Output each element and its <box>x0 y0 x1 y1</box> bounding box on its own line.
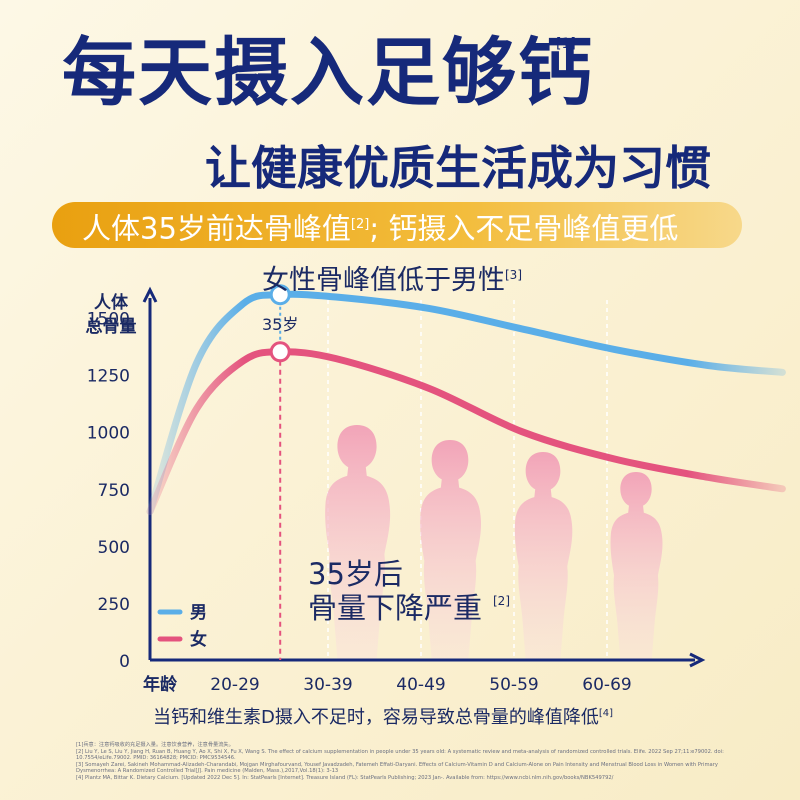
references: [1]兵意：注意钙吸收的充足摄入量。注意饮食营养，注意骨量流失。 [2] Liu… <box>76 742 736 782</box>
x-tick-label: 30-39 <box>303 675 352 695</box>
y-tick-label: 500 <box>98 538 130 558</box>
banner-text-part2: ; 钙摄入不足骨峰值更低 <box>369 211 679 246</box>
banner-text-part1: 人体35岁前达骨峰值 <box>82 211 351 246</box>
banner-reference: [2] <box>350 217 370 232</box>
women-silhouettes <box>325 425 663 660</box>
peak-marker-female <box>269 341 291 363</box>
legend-label: 男 <box>190 603 207 623</box>
info-banner <box>52 202 742 248</box>
y-tick-label: 0 <box>119 652 130 672</box>
peak-marker-male <box>269 284 291 306</box>
woman-silhouette <box>610 472 663 660</box>
chart-title-reference: [3] <box>505 268 522 282</box>
chart-grid <box>327 300 608 660</box>
y-axis-arrow <box>142 286 158 303</box>
reference-item: [2] Liu Y, Le S, Liu Y, Jiang H, Ruan B,… <box>76 748 724 762</box>
x-axis-label: 年龄 <box>143 674 178 695</box>
reference-item: [3] Somayeh Zarei, Sakineh Mohammad-Aliz… <box>76 761 718 775</box>
page-title: 每天摄入足够钙 <box>62 30 594 116</box>
y-tick-label: 1000 <box>87 424 130 444</box>
woman-silhouette <box>325 425 391 660</box>
woman-silhouette <box>420 440 482 660</box>
series-line-female <box>146 348 786 516</box>
reference-item: [1]兵意：注意钙吸收的充足摄入量。注意饮食营养，注意骨量流失。 <box>76 742 234 748</box>
woman-silhouette <box>514 452 573 660</box>
title-reference: [1] <box>556 36 576 52</box>
x-tick-label: 20-29 <box>210 675 259 695</box>
legend-label: 女 <box>190 629 207 650</box>
x-axis-arrow <box>689 652 706 668</box>
annotation-reference: [2] <box>493 594 510 608</box>
chart-title: 女性骨峰值低于男性[3] <box>262 258 522 297</box>
y-tick-label: 1500 <box>87 310 130 330</box>
footnote-text: 当钙和维生素D摄入不足时，容易导致总骨量的峰值降低 <box>153 707 599 728</box>
x-tick-label: 50-59 <box>489 675 538 695</box>
y-axis-label: 人体 <box>94 292 129 313</box>
chart-footnote: 当钙和维生素D摄入不足时，容易导致总骨量的峰值降低[4] <box>153 703 613 729</box>
y-tick-label: 250 <box>98 595 130 615</box>
footnote-reference: [4] <box>598 708 614 719</box>
page-subtitle: 让健康优质生活成为习惯 <box>205 141 711 195</box>
chart-title-text: 女性骨峰值低于男性 <box>262 265 505 296</box>
info-banner-text: 人体35岁前达骨峰值[2]; 钙摄入不足骨峰值更低 <box>82 203 678 251</box>
series-line-male <box>146 290 786 516</box>
y-axis-label: 总骨量 <box>86 316 137 337</box>
y-tick-label: 750 <box>98 481 130 501</box>
peak-age-label: 35岁 <box>262 315 298 334</box>
annotation-line-2: 骨量下降严重 <box>308 591 482 625</box>
x-tick-label: 40-49 <box>396 675 445 695</box>
y-tick-label: 1250 <box>87 367 130 387</box>
x-tick-label: 60-69 <box>582 675 631 695</box>
reference-item: [4] Plantz MA, Bittar K. Dietary Calcium… <box>76 774 614 781</box>
chart-axes <box>142 286 706 668</box>
annotation-line-1: 35岁后 <box>308 557 403 591</box>
chart-series <box>146 284 786 660</box>
